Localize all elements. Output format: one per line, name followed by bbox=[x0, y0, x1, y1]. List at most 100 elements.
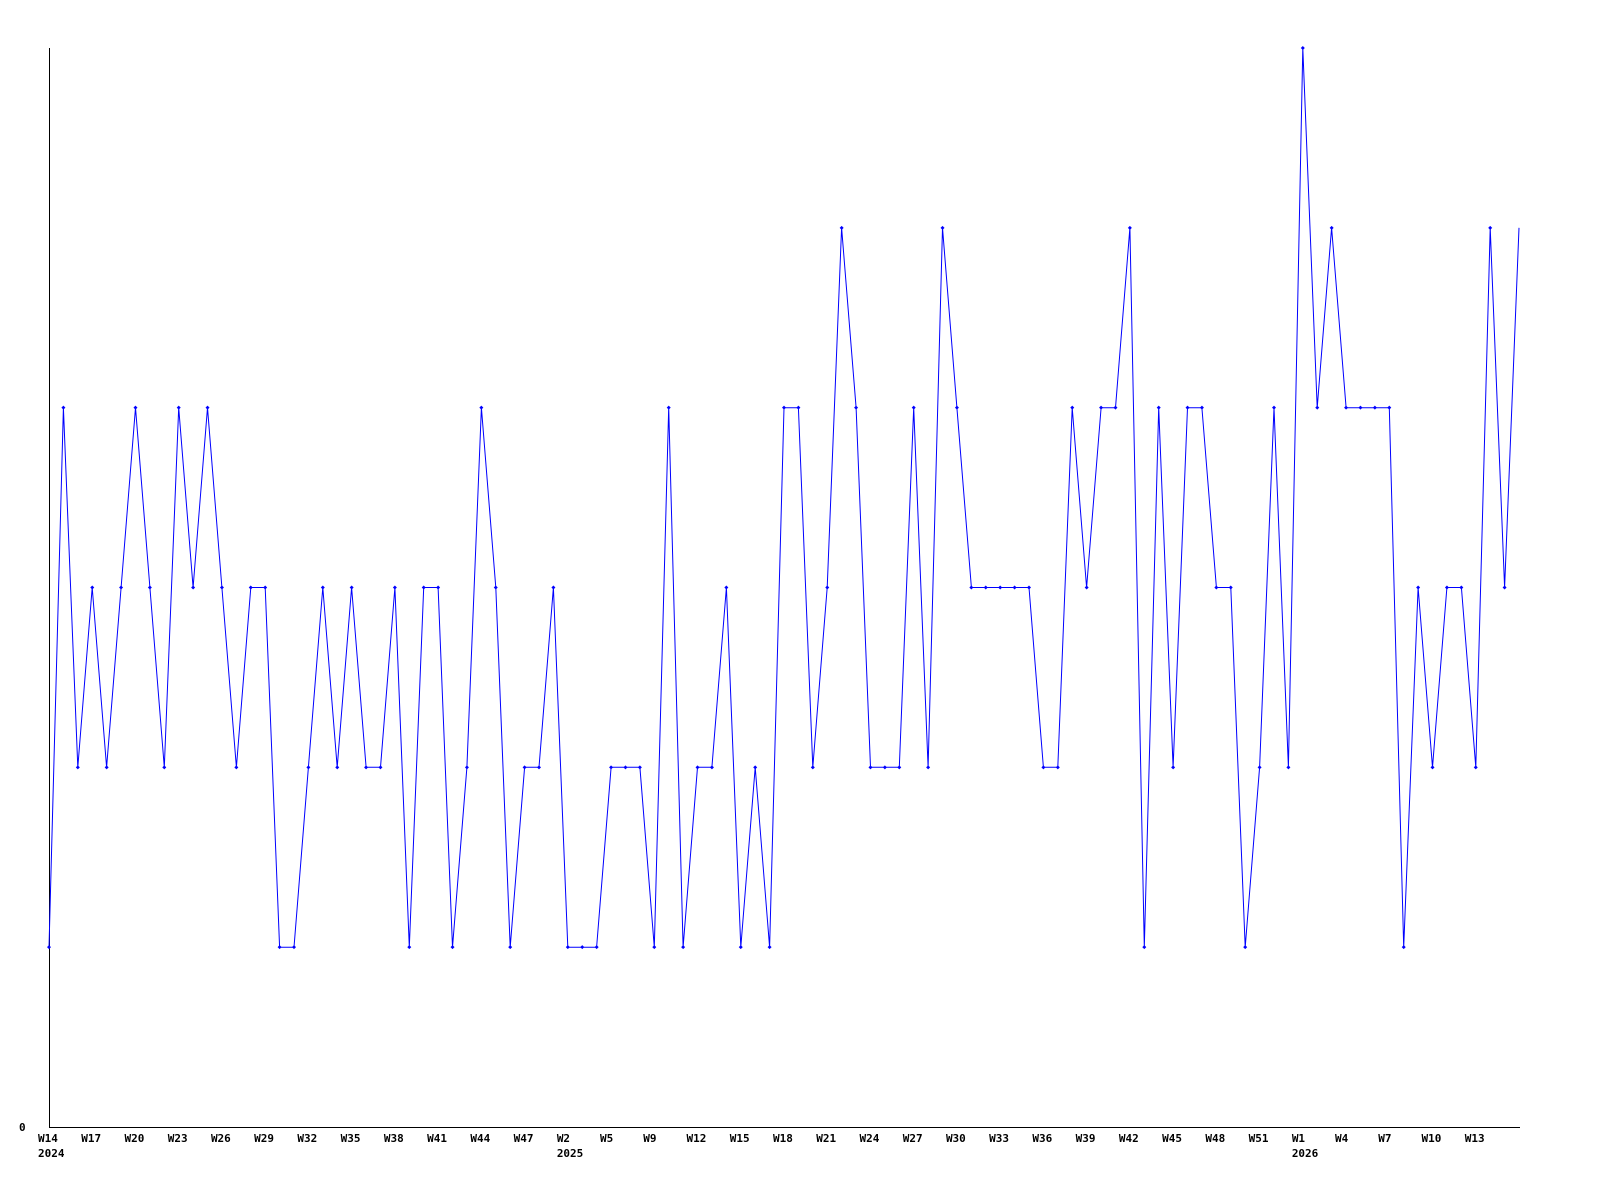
data-point bbox=[1041, 765, 1046, 770]
data-point bbox=[709, 765, 714, 770]
data-point bbox=[983, 585, 988, 590]
data-point bbox=[407, 945, 412, 950]
x-tick-label: W2 bbox=[557, 1132, 570, 1145]
data-point bbox=[176, 405, 181, 410]
data-point bbox=[133, 405, 138, 410]
x-tick-label: W29 bbox=[254, 1132, 274, 1145]
data-point bbox=[1272, 405, 1276, 410]
data-point bbox=[1344, 405, 1349, 410]
data-point bbox=[104, 765, 109, 770]
data-point bbox=[277, 945, 282, 950]
data-point bbox=[1502, 585, 1507, 590]
data-point bbox=[522, 765, 527, 770]
x-tick-label: W18 bbox=[773, 1132, 793, 1145]
data-point bbox=[1012, 585, 1017, 590]
data-point bbox=[162, 765, 167, 770]
data-point bbox=[248, 585, 253, 590]
data-point bbox=[191, 585, 196, 590]
data-point bbox=[767, 945, 772, 950]
x-tick-label: W51 bbox=[1249, 1132, 1269, 1145]
data-point bbox=[421, 585, 426, 590]
data-point bbox=[551, 585, 556, 590]
x-tick-label: W21 bbox=[816, 1132, 836, 1145]
x-tick-label: W47 bbox=[514, 1132, 534, 1145]
data-point bbox=[263, 585, 268, 590]
data-point bbox=[1171, 765, 1176, 770]
data-point bbox=[565, 945, 570, 950]
data-point bbox=[378, 765, 383, 770]
x-tick-label: W48 bbox=[1205, 1132, 1225, 1145]
x-tick-label: W27 bbox=[903, 1132, 923, 1145]
x-tick-label: W30 bbox=[946, 1132, 966, 1145]
data-point bbox=[1156, 405, 1161, 410]
data-point bbox=[738, 945, 743, 950]
data-point bbox=[580, 945, 585, 950]
x-tick-label: W44 bbox=[470, 1132, 490, 1145]
data-point bbox=[47, 945, 51, 950]
data-point bbox=[695, 765, 700, 770]
x-tick-label: W5 bbox=[600, 1132, 613, 1145]
data-point bbox=[1127, 225, 1132, 230]
x-tick-label: W23 bbox=[168, 1132, 188, 1145]
data-point bbox=[1027, 585, 1031, 590]
data-point bbox=[1286, 765, 1291, 770]
data-point bbox=[681, 945, 686, 950]
data-point bbox=[1099, 405, 1104, 410]
data-point bbox=[219, 585, 224, 590]
data-point bbox=[1185, 405, 1190, 410]
data-point bbox=[1300, 46, 1305, 50]
x-tick-label: W38 bbox=[384, 1132, 404, 1145]
y-tick-label-0: 0 bbox=[19, 1121, 26, 1134]
x-tick-label: W24 bbox=[859, 1132, 879, 1145]
data-point bbox=[1401, 945, 1406, 950]
x-tick-label: W41 bbox=[427, 1132, 447, 1145]
data-point bbox=[637, 765, 642, 770]
data-point bbox=[1329, 225, 1334, 230]
data-point bbox=[479, 405, 484, 410]
series-line bbox=[48, 47, 1520, 948]
year-label: 2025 bbox=[557, 1147, 584, 1160]
data-point bbox=[364, 765, 369, 770]
data-point bbox=[1070, 405, 1075, 410]
x-tick-label: W45 bbox=[1162, 1132, 1182, 1145]
data-point bbox=[292, 945, 296, 950]
data-point bbox=[1416, 585, 1421, 590]
x-tick-label: W9 bbox=[643, 1132, 656, 1145]
data-point bbox=[1473, 765, 1478, 770]
data-point bbox=[493, 585, 498, 590]
x-tick-label: W20 bbox=[124, 1132, 144, 1145]
x-tick-label: W4 bbox=[1335, 1132, 1349, 1145]
x-tick-label: W35 bbox=[341, 1132, 361, 1145]
data-point bbox=[753, 765, 758, 770]
data-point bbox=[1430, 765, 1435, 770]
data-point bbox=[1228, 585, 1233, 590]
data-point bbox=[234, 765, 239, 770]
data-point bbox=[911, 405, 916, 410]
data-point bbox=[147, 585, 152, 590]
data-point bbox=[1372, 405, 1377, 410]
x-tick-label: W39 bbox=[1076, 1132, 1096, 1145]
data-point bbox=[508, 945, 513, 950]
data-point bbox=[320, 585, 325, 590]
data-point bbox=[1444, 585, 1449, 590]
data-point bbox=[926, 765, 931, 770]
data-point bbox=[839, 225, 844, 230]
data-point bbox=[1199, 405, 1204, 410]
x-tick-label: W33 bbox=[989, 1132, 1009, 1145]
data-point bbox=[825, 585, 830, 590]
data-point bbox=[940, 225, 945, 230]
data-point bbox=[1488, 225, 1493, 230]
data-point bbox=[1459, 585, 1464, 590]
data-point bbox=[1142, 945, 1147, 950]
data-point bbox=[61, 405, 66, 410]
data-point bbox=[854, 405, 859, 410]
data-point bbox=[119, 585, 124, 590]
x-tick-label: W15 bbox=[730, 1132, 750, 1145]
data-point bbox=[349, 585, 354, 590]
data-point bbox=[1084, 585, 1089, 590]
data-point bbox=[1358, 405, 1363, 410]
year-label: 2024 bbox=[38, 1147, 65, 1160]
data-point bbox=[609, 765, 614, 770]
data-point bbox=[1113, 405, 1118, 410]
data-point bbox=[652, 945, 657, 950]
